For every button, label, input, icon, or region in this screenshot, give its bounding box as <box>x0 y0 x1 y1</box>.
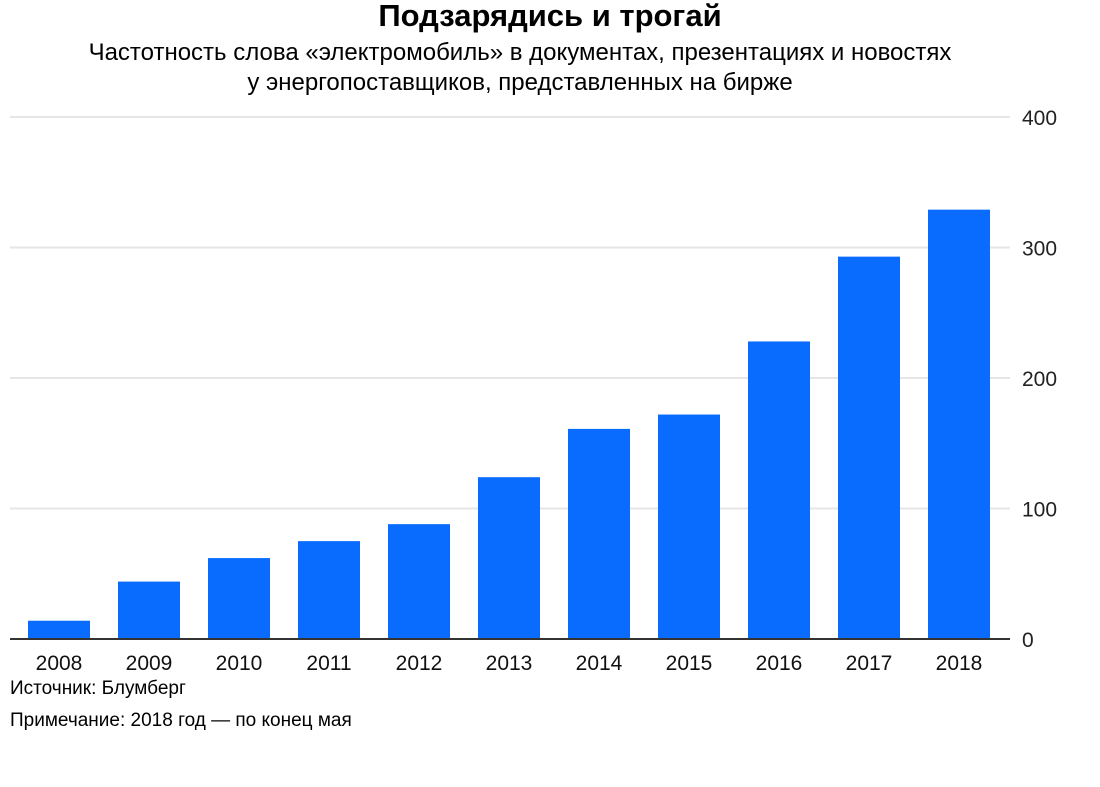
bar-2009 <box>118 581 180 639</box>
bar-2015 <box>658 414 720 639</box>
x-tick-label-2015: 2015 <box>666 652 713 675</box>
y-tick-label-0: 0 <box>1022 629 1034 652</box>
bar-2017 <box>838 256 900 639</box>
source-note: Источник: Блумберг <box>10 678 186 699</box>
chart-subtitle: Частотность слова «электромобиль» в доку… <box>0 38 1040 98</box>
x-tick-label-2012: 2012 <box>396 652 443 675</box>
x-tick-label-2009: 2009 <box>126 652 173 675</box>
x-tick-label-2010: 2010 <box>216 652 263 675</box>
bar-2018 <box>928 209 990 639</box>
x-tick-label-2017: 2017 <box>846 652 893 675</box>
bar-2011 <box>298 541 360 639</box>
chart-subtitle-line-1: Частотность слова «электромобиль» в доку… <box>88 39 952 66</box>
y-tick-label-300: 300 <box>1022 238 1057 261</box>
label-layer: 0 100 200 300 400 2008 2009 2010 2011 2012 2013 201… <box>36 107 1057 675</box>
bar-2013 <box>478 477 540 639</box>
x-tick-label-2008: 2008 <box>36 652 83 675</box>
x-tick-label-2016: 2016 <box>756 652 803 675</box>
footnote: Примечание: 2018 год — по конец мая <box>10 710 352 731</box>
y-tick-label-200: 200 <box>1022 368 1057 391</box>
y-tick-label-100: 100 <box>1022 499 1057 522</box>
chart-subtitle-line-2: у энергопоставщиков, представленных на б… <box>247 69 793 96</box>
y-tick-label-400: 400 <box>1022 107 1057 130</box>
bar-2014 <box>568 428 630 639</box>
bar-2012 <box>388 524 450 639</box>
bar-2016 <box>748 341 810 639</box>
x-tick-label-2018: 2018 <box>936 652 983 675</box>
bar-2008 <box>28 620 90 639</box>
bar-2010 <box>208 558 270 639</box>
bar-layer <box>28 209 990 639</box>
x-tick-label-2014: 2014 <box>576 652 623 675</box>
chart-title: Подзарядись и трогай <box>378 0 722 33</box>
x-tick-label-2011: 2011 <box>306 652 351 675</box>
x-tick-label-2013: 2013 <box>486 652 533 675</box>
